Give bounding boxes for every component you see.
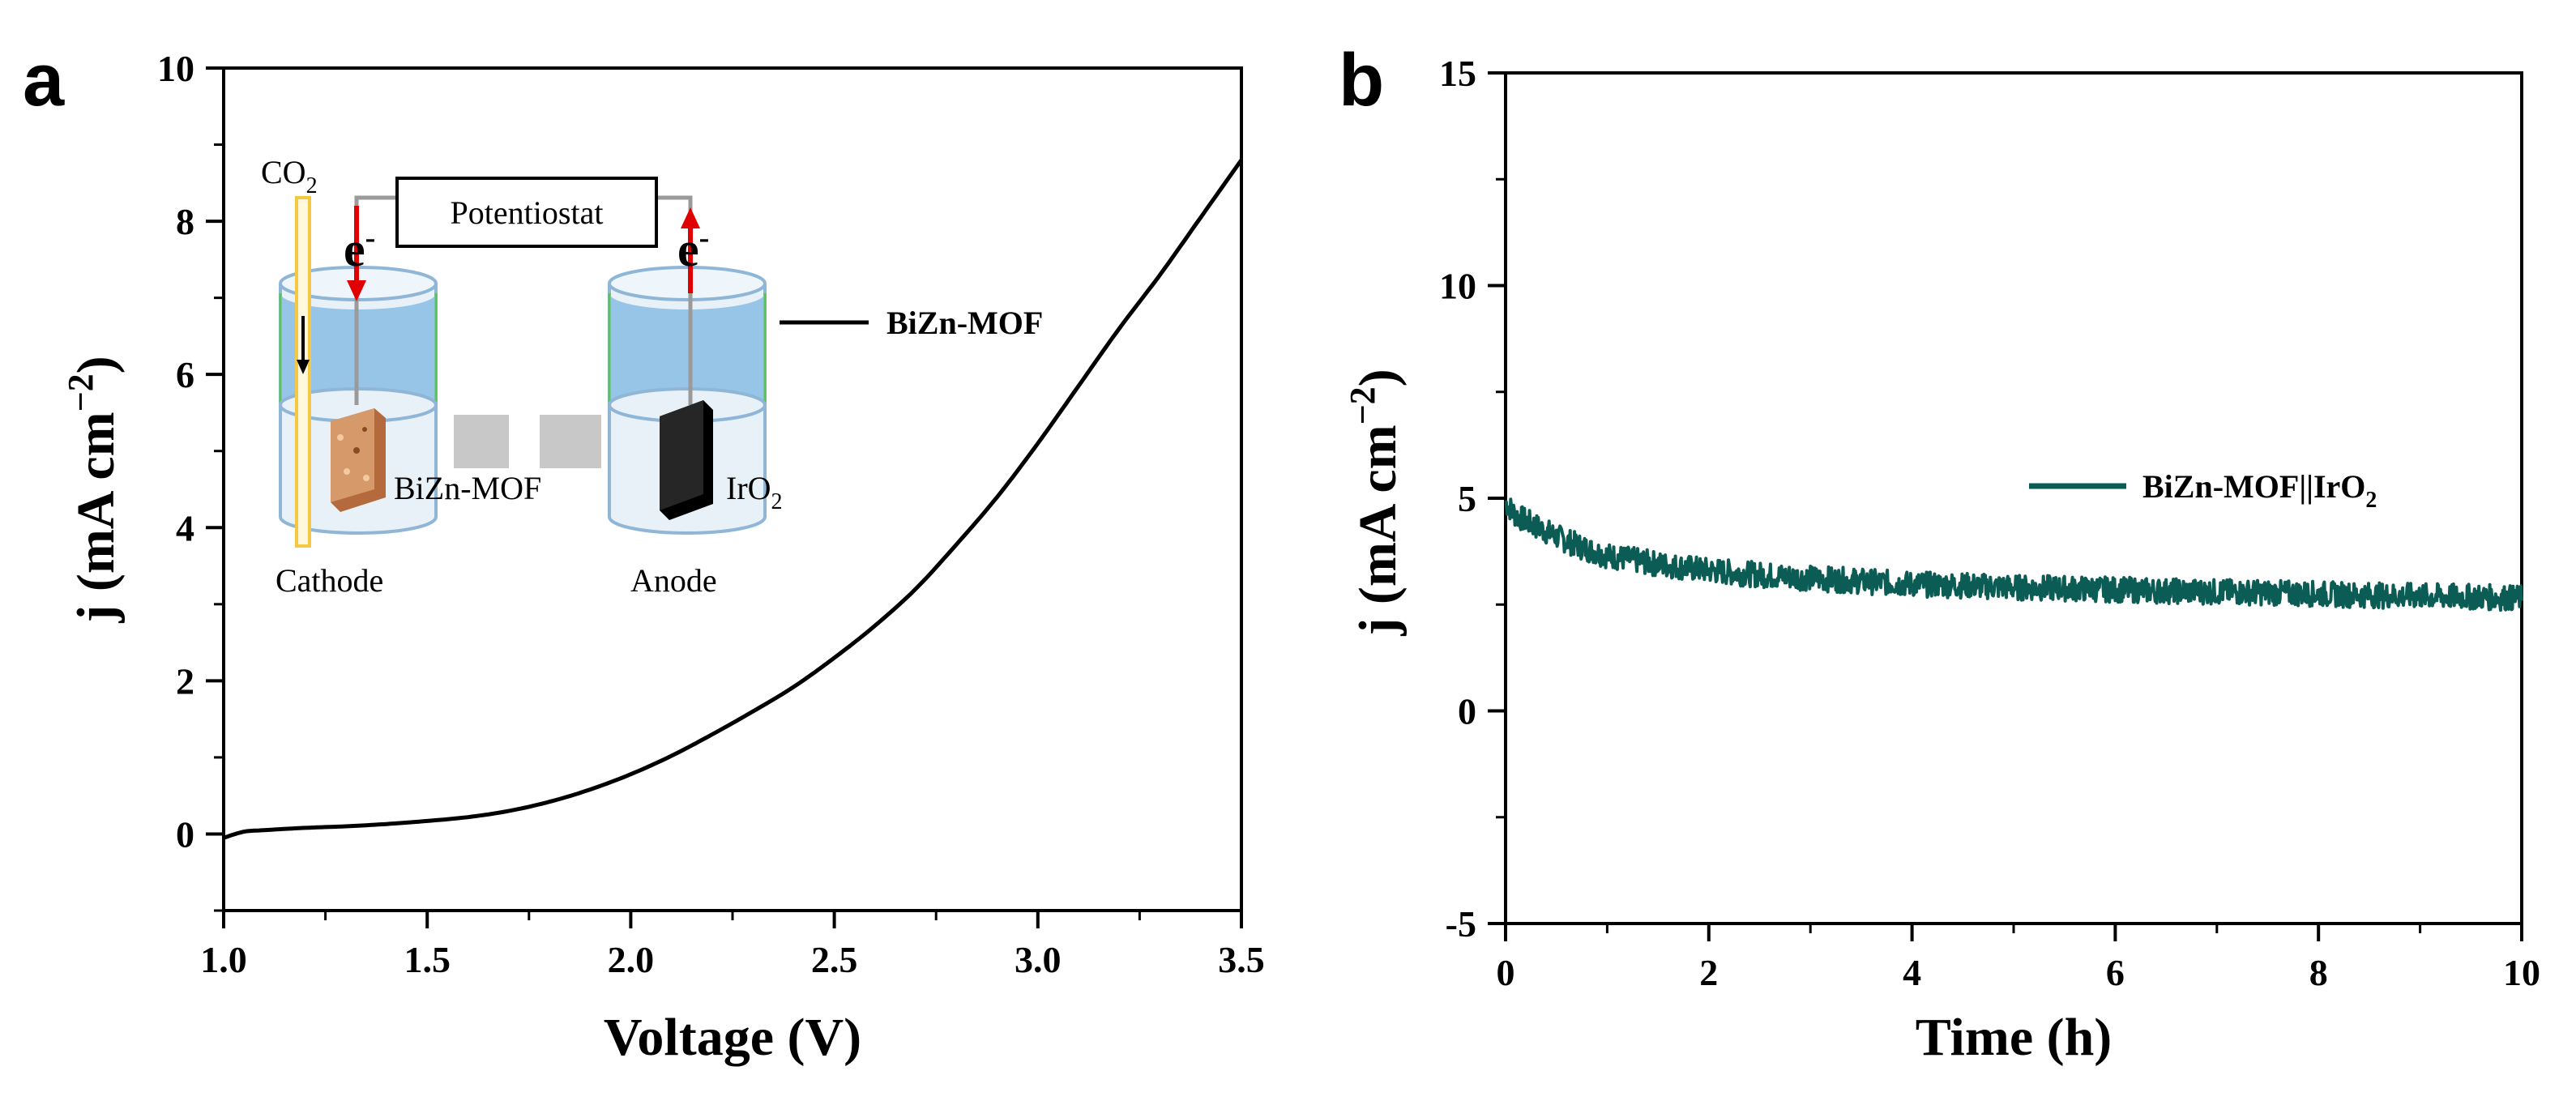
panel-a-x-ticks: 1.0 1.5 2.0 2.5 3.0 3.5 bbox=[200, 911, 1265, 980]
cathode-block-grain bbox=[337, 434, 344, 441]
anode-label: Anode bbox=[630, 562, 717, 599]
panel-a-x-tick-label: 2.5 bbox=[811, 939, 858, 980]
panel-b-y-tick-label: 10 bbox=[1439, 266, 1476, 307]
panel-b-x-ticks: 0 2 4 6 8 10 bbox=[1497, 924, 2540, 993]
anode-cell-rim bbox=[608, 266, 767, 301]
anode-block-face bbox=[660, 400, 703, 510]
panel-a-x-tick-label: 2.0 bbox=[608, 939, 655, 980]
panel-b-legend: BiZn-MOF||IrO2 bbox=[2029, 468, 2377, 513]
cathode-material-label: BiZn-MOF bbox=[394, 470, 541, 506]
potentiostat-label: Potentiostat bbox=[451, 194, 604, 231]
wire-cathode bbox=[354, 195, 397, 203]
panel-a: a 1.0 1.5 2.0 2.5 3.0 3.5 0 2 4 6 8 10 Voltage (V)… bbox=[23, 39, 1265, 1067]
panel-b-x-tick-label: 4 bbox=[1903, 952, 1921, 993]
co2-flow-arrow-head bbox=[297, 360, 310, 374]
panel-a-x-tick-label: 1.0 bbox=[200, 939, 247, 980]
panel-b-y-tick-label: -5 bbox=[1446, 903, 1476, 945]
panel-a-y-ticks: 0 2 4 6 8 10 bbox=[157, 48, 224, 912]
panel-a-y-tick-label: 10 bbox=[157, 48, 194, 89]
panel-b-x-tick-label: 8 bbox=[2309, 952, 2328, 993]
wire-anode bbox=[656, 195, 693, 203]
cathode-bizn-mof-block-icon bbox=[331, 408, 386, 512]
membrane-block-right bbox=[540, 415, 601, 468]
membrane-block-left bbox=[454, 415, 509, 468]
panel-a-y-tick-label: 8 bbox=[176, 201, 194, 242]
anode-iro2-block-icon bbox=[660, 400, 713, 520]
cathode-block-grain bbox=[353, 447, 360, 454]
inset-cell-schematic: Potentiostat CO2 bbox=[261, 154, 783, 599]
co2-inlet-tube-icon bbox=[295, 196, 311, 548]
cathode-block-grain bbox=[344, 468, 350, 475]
cathode-block-grain bbox=[362, 427, 367, 432]
panel-b-x-axis-title: Time (h) bbox=[1916, 1008, 2112, 1067]
panel-a-letter: a bbox=[23, 39, 65, 122]
cathode-electron-label: e- bbox=[344, 221, 375, 276]
panel-b-y-axis-title: j (mA cm−2) bbox=[1343, 369, 1408, 636]
potentiostat-box bbox=[395, 177, 658, 248]
panel-a-x-axis-title: Voltage (V) bbox=[604, 1008, 861, 1067]
panel-a-x-tick-label: 1.5 bbox=[404, 939, 451, 980]
co2-label: CO2 bbox=[261, 154, 318, 198]
panel-b-x-tick-label: 10 bbox=[2503, 952, 2540, 993]
panel-a-y-tick-label: 4 bbox=[176, 507, 194, 548]
potentiostat-box-icon: Potentiostat bbox=[395, 177, 658, 248]
panel-b-series-line-bizn-mof-iro2 bbox=[1504, 497, 2523, 612]
panel-b-x-tick-label: 0 bbox=[1497, 952, 1515, 993]
panel-a-legend-label: BiZn-MOF bbox=[886, 305, 1043, 341]
anode-material-label: IrO2 bbox=[726, 470, 783, 514]
panel-a-y-tick-label: 6 bbox=[176, 354, 194, 395]
panel-b-y-tick-label: 15 bbox=[1439, 53, 1476, 94]
panel-b-letter: b bbox=[1339, 39, 1384, 122]
panel-b-x-tick-label: 6 bbox=[2106, 952, 2125, 993]
cathode-block-face bbox=[331, 408, 374, 502]
panel-b-x-tick-label: 2 bbox=[1699, 952, 1718, 993]
anode-electron-arrow-head bbox=[681, 207, 700, 228]
cathode-label: Cathode bbox=[276, 562, 383, 599]
panel-a-legend: BiZn-MOF bbox=[780, 305, 1043, 341]
panel-b-y-tick-label: 0 bbox=[1458, 691, 1476, 732]
panel-a-x-tick-label: 3.5 bbox=[1218, 939, 1265, 980]
cathode-block-grain bbox=[363, 475, 370, 481]
anode-electron-label: e- bbox=[677, 221, 709, 276]
panel-a-x-tick-label: 3.0 bbox=[1015, 939, 1062, 980]
panel-a-y-axis-title: j (mA cm−2) bbox=[61, 356, 126, 623]
panel-b-legend-label: BiZn-MOF||IrO2 bbox=[2142, 468, 2377, 513]
panel-a-y-tick-label: 2 bbox=[176, 660, 194, 702]
panel-a-y-tick-label: 0 bbox=[176, 813, 194, 855]
cathode-electron-arrow-head bbox=[347, 280, 366, 301]
anode-electrolyte bbox=[609, 293, 765, 421]
panel-b-y-ticks: -5 0 5 10 15 bbox=[1439, 53, 1506, 945]
panel-a-series-line-bizn-mof bbox=[223, 159, 1244, 840]
panel-b-y-tick-label: 5 bbox=[1458, 478, 1476, 519]
